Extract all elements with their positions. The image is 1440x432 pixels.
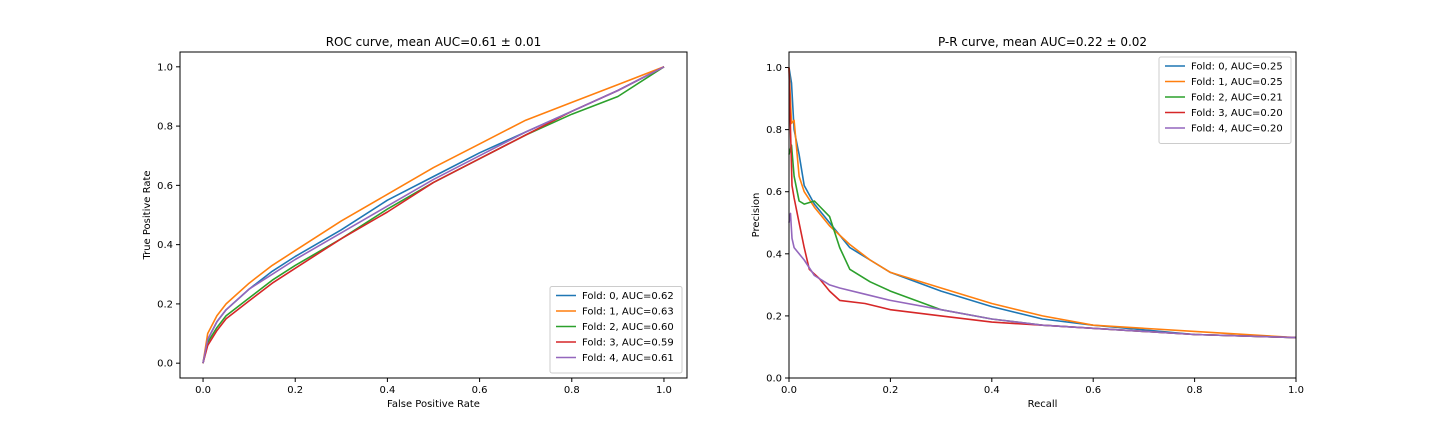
pr-xtick-label: 0.4 <box>984 385 1000 396</box>
roc-series-line-fold-4 <box>202 66 665 364</box>
roc-xtick-label: 0.6 <box>472 385 488 396</box>
pr-ytick-label: 0.0 <box>766 374 782 385</box>
roc-xtick-label: 0.4 <box>379 385 395 396</box>
pr-axes-frame <box>788 51 1297 379</box>
roc-xtick-label: 1.0 <box>656 385 672 396</box>
pr-xlabel: Recall <box>1028 399 1058 410</box>
pr-legend: Fold: 0, AUC=0.25 Fold: 1, AUC=0.25 Fold: … <box>1158 56 1292 144</box>
pr-lines <box>788 67 1297 339</box>
roc-legend-box <box>549 286 683 374</box>
pr-series-line-fold-2 <box>788 144 1297 339</box>
pr-ytick-label: 0.6 <box>766 187 782 198</box>
pr-xtick-label: 0.0 <box>781 385 797 396</box>
roc-series-line-fold-1 <box>202 66 665 364</box>
roc-legend-entry: Fold: 0, AUC=0.62 <box>582 291 674 302</box>
roc-legend-entry: Fold: 1, AUC=0.63 <box>582 307 674 318</box>
pr-series-line-fold-4 <box>788 212 1297 339</box>
roc-ytick-label: 0.6 <box>157 181 173 192</box>
roc-axes-frame <box>179 51 688 379</box>
roc-ytick-label: 1.0 <box>157 62 173 73</box>
pr-legend-box <box>1158 56 1292 144</box>
pr-xtick-label: 0.8 <box>1187 385 1203 396</box>
roc-ylabel: True Positive Rate <box>142 170 153 260</box>
pr-ylabel: Precision <box>751 193 762 238</box>
roc-ytick-label: 0.0 <box>157 359 173 370</box>
roc-ytick-label: 0.2 <box>157 299 173 310</box>
roc-legend: Fold: 0, AUC=0.62 Fold: 1, AUC=0.63 Fold: … <box>549 286 683 374</box>
roc-legend-entry: Fold: 2, AUC=0.60 <box>582 322 674 333</box>
roc-xtick-label: 0.0 <box>195 385 211 396</box>
pr-ytick-label: 0.2 <box>766 311 782 322</box>
pr-legend-entry: Fold: 2, AUC=0.21 <box>1191 93 1283 104</box>
pr-title: P-R curve, mean AUC=0.22 ± 0.02 <box>938 35 1147 49</box>
pr-legend-entry: Fold: 4, AUC=0.20 <box>1191 124 1283 135</box>
roc-lines <box>202 66 665 364</box>
roc-chart: ROC curve, mean AUC=0.61 ± 0.01 False Po… <box>142 35 688 410</box>
roc-xtick-label: 0.8 <box>564 385 580 396</box>
pr-xtick-label: 1.0 <box>1288 385 1304 396</box>
pr-ytick-label: 0.4 <box>766 249 782 260</box>
pr-chart: P-R curve, mean AUC=0.22 ± 0.02 Recall P… <box>751 35 1304 410</box>
roc-xlabel: False Positive Rate <box>387 399 480 410</box>
roc-ytick-label: 0.4 <box>157 240 173 251</box>
pr-legend-entry: Fold: 3, AUC=0.20 <box>1191 108 1283 119</box>
pr-series-line-fold-1 <box>788 67 1297 339</box>
pr-xtick-label: 0.2 <box>882 385 898 396</box>
pr-xtick-label: 0.6 <box>1085 385 1101 396</box>
roc-ticks: 0.0 0.2 0.4 0.6 0.8 1.0 0.0 0.2 0.4 0.6 0.8 1.0 <box>157 62 672 396</box>
roc-series-line-fold-3 <box>202 66 665 364</box>
roc-xtick-label: 0.2 <box>287 385 303 396</box>
roc-title: ROC curve, mean AUC=0.61 ± 0.01 <box>326 35 542 49</box>
pr-ytick-label: 1.0 <box>766 63 782 74</box>
pr-ytick-label: 0.8 <box>766 125 782 136</box>
roc-legend-entry: Fold: 3, AUC=0.59 <box>582 338 674 349</box>
pr-ticks: 0.0 0.2 0.4 0.6 0.8 1.0 0.0 0.2 0.4 0.6 0.8 1.0 <box>766 63 1304 396</box>
roc-ytick-label: 0.8 <box>157 122 173 133</box>
roc-legend-entry: Fold: 4, AUC=0.61 <box>582 353 674 364</box>
pr-legend-entry: Fold: 0, AUC=0.25 <box>1191 62 1283 73</box>
pr-legend-entry: Fold: 1, AUC=0.25 <box>1191 77 1283 88</box>
